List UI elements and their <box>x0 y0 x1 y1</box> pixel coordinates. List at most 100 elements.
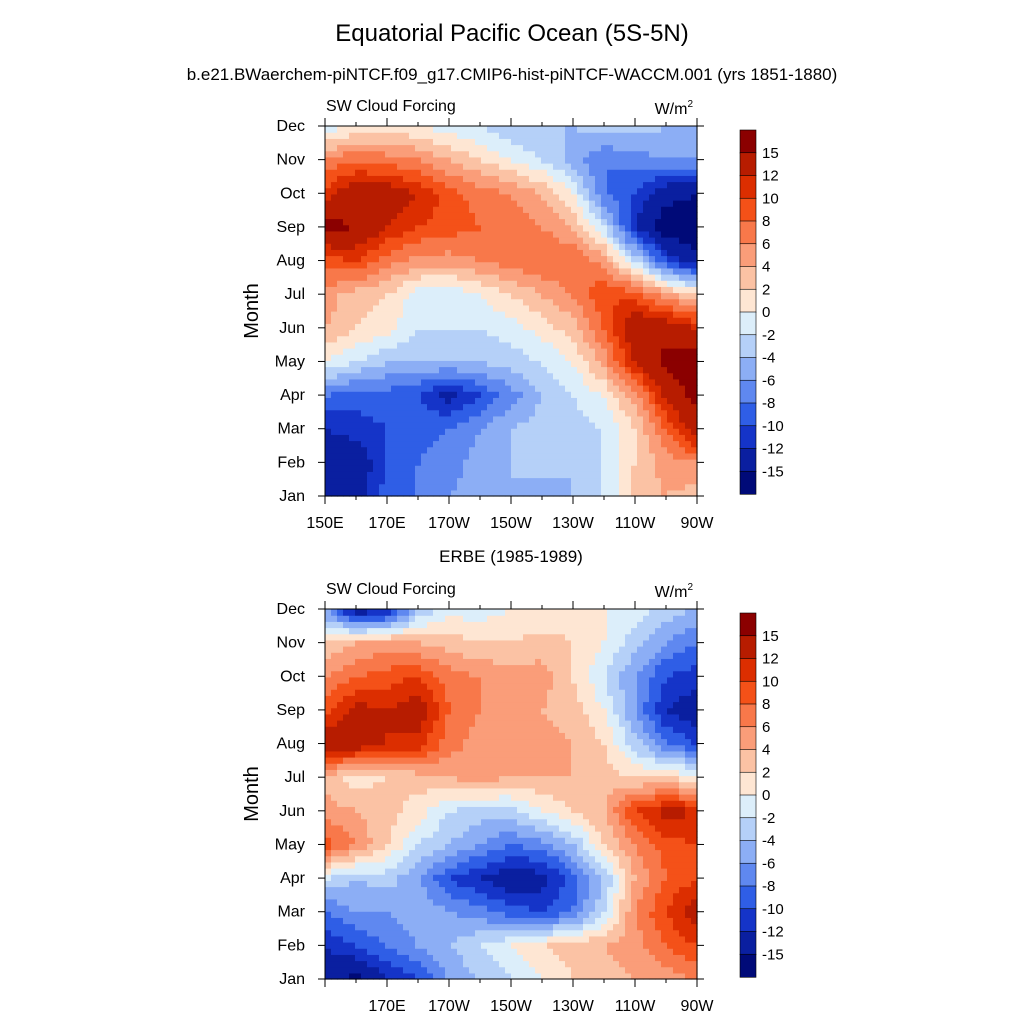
heatmap-cell <box>367 446 374 454</box>
heatmap-cell <box>577 181 584 189</box>
heatmap-cell <box>415 775 422 783</box>
heatmap-cell <box>643 360 650 368</box>
heatmap-cell <box>421 409 428 417</box>
heatmap-cell <box>331 812 338 820</box>
heatmap-cell <box>433 261 440 269</box>
heatmap-cell <box>595 323 602 331</box>
heatmap-cell <box>511 292 518 300</box>
heatmap-cell <box>661 329 668 337</box>
heatmap-cell <box>433 775 440 783</box>
heatmap-cell <box>601 261 608 269</box>
heatmap-cell <box>379 483 386 491</box>
heatmap-cell <box>565 446 572 454</box>
heatmap-cell <box>481 323 488 331</box>
heatmap-cell <box>415 181 422 189</box>
heatmap-cell <box>361 892 368 900</box>
heatmap-cell <box>547 471 554 479</box>
heatmap-cell <box>331 200 338 207</box>
heatmap-cell <box>589 335 596 343</box>
heatmap-cell <box>409 843 416 851</box>
heatmap-cell <box>463 403 470 411</box>
heatmap-cell <box>571 144 578 152</box>
heatmap-cell <box>523 459 530 466</box>
heatmap-cell <box>625 409 632 417</box>
heatmap-cell <box>331 646 338 653</box>
heatmap-cell <box>493 267 500 275</box>
heatmap-cell <box>367 695 374 703</box>
heatmap-cell <box>457 415 464 423</box>
heatmap-cell <box>661 150 668 158</box>
heatmap-cell <box>325 707 332 715</box>
heatmap-cell <box>337 286 344 294</box>
heatmap-cell <box>427 144 434 152</box>
heatmap-cell <box>565 181 572 189</box>
heatmap-cell <box>541 329 548 337</box>
heatmap-cell <box>331 391 338 398</box>
heatmap-cell <box>361 323 368 331</box>
heatmap-cell <box>577 329 584 337</box>
heatmap-cell <box>511 483 518 491</box>
heatmap-cell <box>379 744 386 752</box>
heatmap-cell <box>415 483 422 491</box>
heatmap-cell <box>559 372 566 380</box>
heatmap-cell <box>577 372 584 380</box>
heatmap-cell <box>373 695 380 703</box>
heatmap-cell <box>547 354 554 361</box>
heatmap-cell <box>349 163 356 170</box>
heatmap-cell <box>487 360 494 368</box>
heatmap-cell <box>481 341 488 349</box>
heatmap-cell <box>373 465 380 472</box>
heatmap-cell <box>409 812 416 820</box>
heatmap-cell <box>415 465 422 472</box>
heatmap-cell <box>445 156 452 164</box>
heatmap-cell <box>583 280 590 287</box>
heatmap-cell <box>583 144 590 152</box>
heatmap-cell <box>589 243 596 250</box>
heatmap-cell <box>385 237 392 244</box>
heatmap-cell <box>691 292 698 300</box>
heatmap-cell <box>541 348 548 355</box>
heatmap-cell <box>379 942 386 949</box>
heatmap-cell <box>343 627 350 635</box>
heatmap-cell <box>403 621 410 629</box>
heatmap-cell <box>541 415 548 423</box>
heatmap-cell <box>499 304 506 312</box>
heatmap-cell <box>679 372 686 380</box>
heatmap-cell <box>571 311 578 318</box>
heatmap-cell <box>385 911 392 918</box>
heatmap-cell <box>589 286 596 294</box>
heatmap-cell <box>325 948 332 955</box>
heatmap-cell <box>343 483 350 491</box>
heatmap-cell <box>373 670 380 678</box>
heatmap-cell <box>553 422 560 429</box>
heatmap-cell <box>475 163 482 170</box>
heatmap-cell <box>529 212 536 220</box>
heatmap-cell <box>349 800 356 807</box>
heatmap-cell <box>475 483 482 491</box>
heatmap-cell <box>367 954 374 962</box>
heatmap-cell <box>577 391 584 398</box>
heatmap-cell <box>487 249 494 257</box>
heatmap-cell <box>385 311 392 318</box>
heatmap-cell <box>415 230 422 238</box>
heatmap-cell <box>571 452 578 460</box>
heatmap-cell <box>619 163 626 170</box>
heatmap-cell <box>421 868 428 875</box>
heatmap-cell <box>337 720 344 727</box>
heatmap-cell <box>427 646 434 653</box>
heatmap-cell <box>571 280 578 287</box>
heatmap-cell <box>409 744 416 752</box>
heatmap-cell <box>601 329 608 337</box>
heatmap-cell <box>409 929 416 937</box>
heatmap-cell <box>451 292 458 300</box>
heatmap-cell <box>487 150 494 158</box>
heatmap-cell <box>613 175 620 183</box>
heatmap-cell <box>493 348 500 355</box>
heatmap-cell <box>379 452 386 460</box>
heatmap-cell <box>397 378 404 386</box>
heatmap-cell <box>583 304 590 312</box>
heatmap-cell <box>421 646 428 653</box>
heatmap-cell <box>679 489 686 497</box>
heatmap-cell <box>439 200 446 207</box>
heatmap-cell <box>391 163 398 170</box>
